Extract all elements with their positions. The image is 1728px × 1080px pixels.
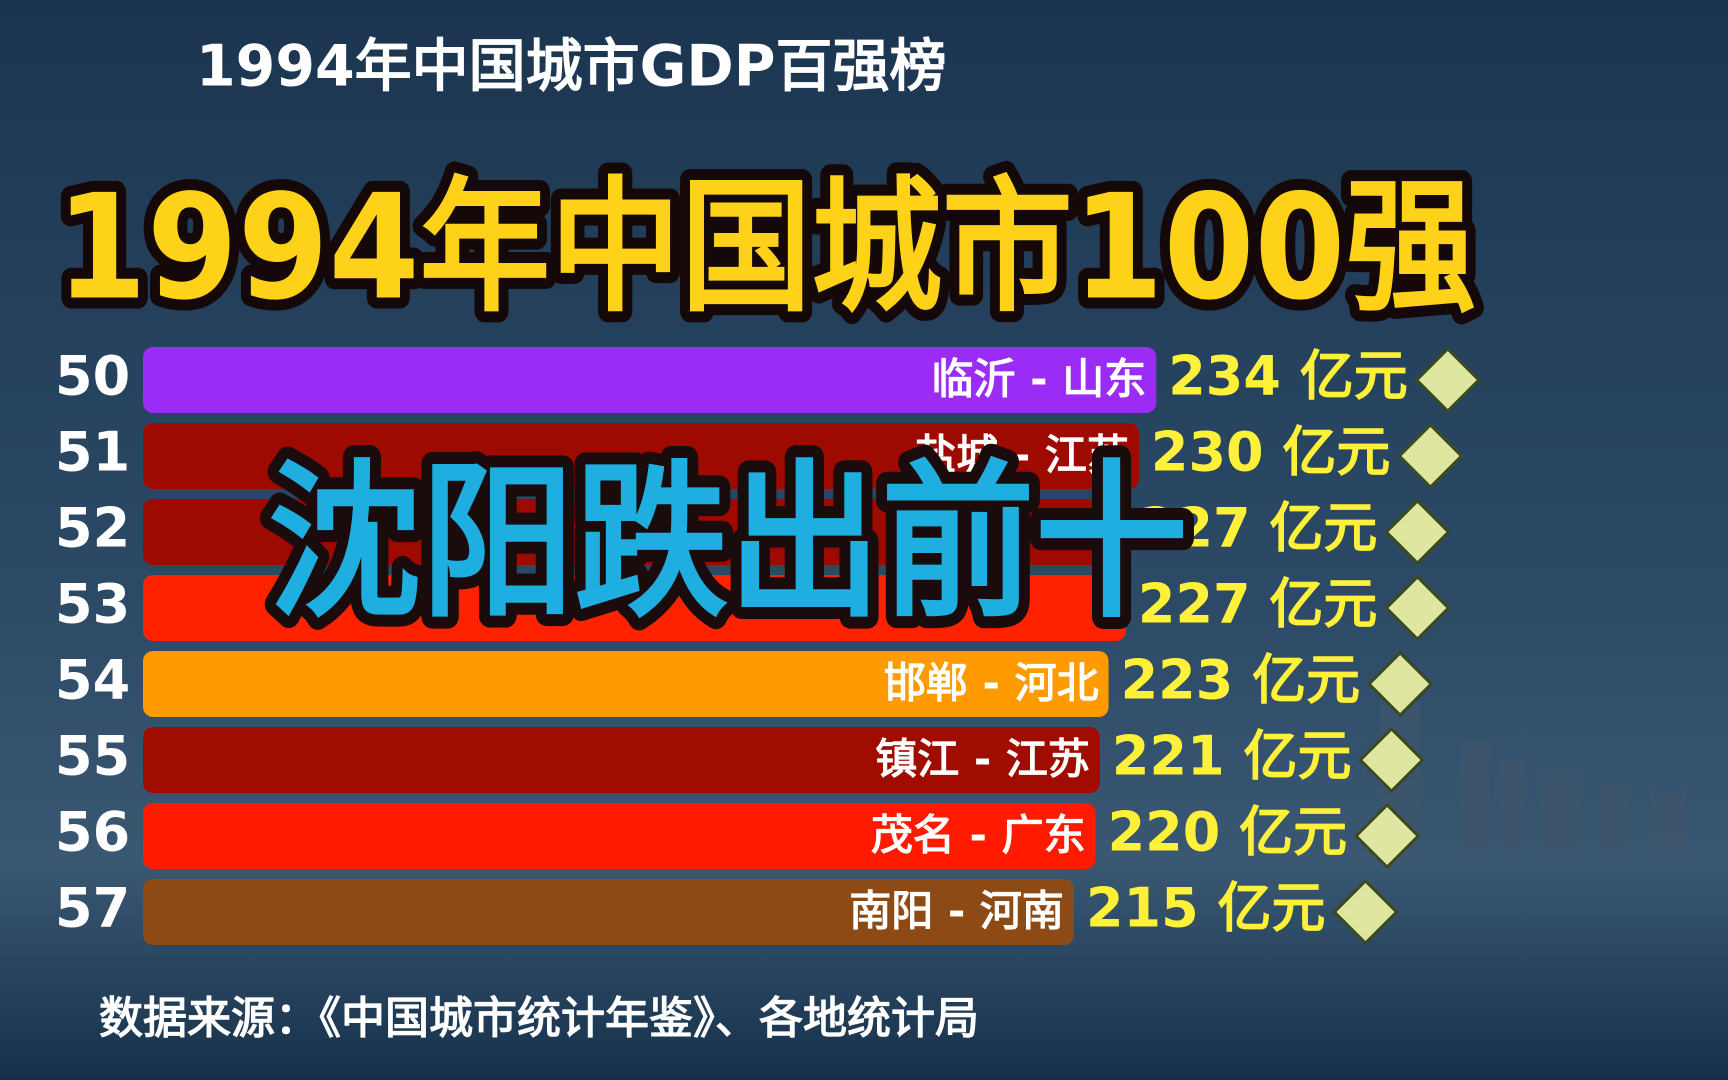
category-label: 南阳 - 河南	[849, 887, 1064, 936]
skyline	[1380, 700, 1686, 850]
value-label: 215 亿元	[1086, 877, 1326, 940]
bar	[143, 651, 1109, 717]
category-label: 镇江 - 江苏	[875, 735, 1090, 784]
money-icon	[1397, 422, 1464, 490]
source: 数据来源：《中国城市统计年鉴》、各地统计局	[99, 993, 979, 1044]
value-label: 223 亿元	[1121, 649, 1361, 712]
value-label: 230 亿元	[1151, 421, 1391, 484]
rank-label: 52	[55, 497, 130, 560]
bar	[143, 575, 1126, 641]
category-label: 盐城 - 江苏	[914, 431, 1129, 480]
value-label: 227 亿元	[1138, 497, 1378, 560]
subheadline: 沈阳跌出前十	[268, 445, 1188, 641]
money-icon	[1366, 650, 1434, 718]
category-label: 临沂 - 山东	[932, 355, 1147, 404]
money-icon	[1384, 498, 1451, 566]
category-label: 邯郸 - 河北	[884, 659, 1099, 708]
rank-label: 50	[55, 345, 130, 408]
money-icon	[1384, 574, 1451, 642]
value-label: 227 亿元	[1138, 573, 1378, 636]
rank-label: 56	[55, 801, 130, 864]
money-icon	[1358, 726, 1425, 794]
rank-label: 55	[55, 725, 130, 788]
chart-title: 1994年中国城市GDP百强榜	[196, 34, 947, 100]
value-label: 221 亿元	[1112, 725, 1352, 788]
bar	[143, 347, 1157, 413]
value-label: 220 亿元	[1108, 801, 1348, 864]
money-icon	[1332, 878, 1399, 946]
bar	[143, 423, 1139, 489]
bar	[143, 879, 1074, 945]
rank-label: 51	[55, 421, 130, 484]
rank-label: 53	[55, 573, 130, 636]
bar	[143, 727, 1100, 793]
rank-label: 57	[55, 877, 130, 940]
value-label: 234 亿元	[1168, 345, 1408, 408]
bar	[143, 803, 1096, 869]
category-label: 茂名 - 广东	[871, 811, 1086, 860]
bar	[143, 499, 1126, 565]
money-icon	[1353, 802, 1421, 870]
headline: 1994年中国城市100强	[56, 164, 1476, 333]
money-icon	[1414, 346, 1481, 414]
rank-label: 54	[55, 649, 130, 712]
